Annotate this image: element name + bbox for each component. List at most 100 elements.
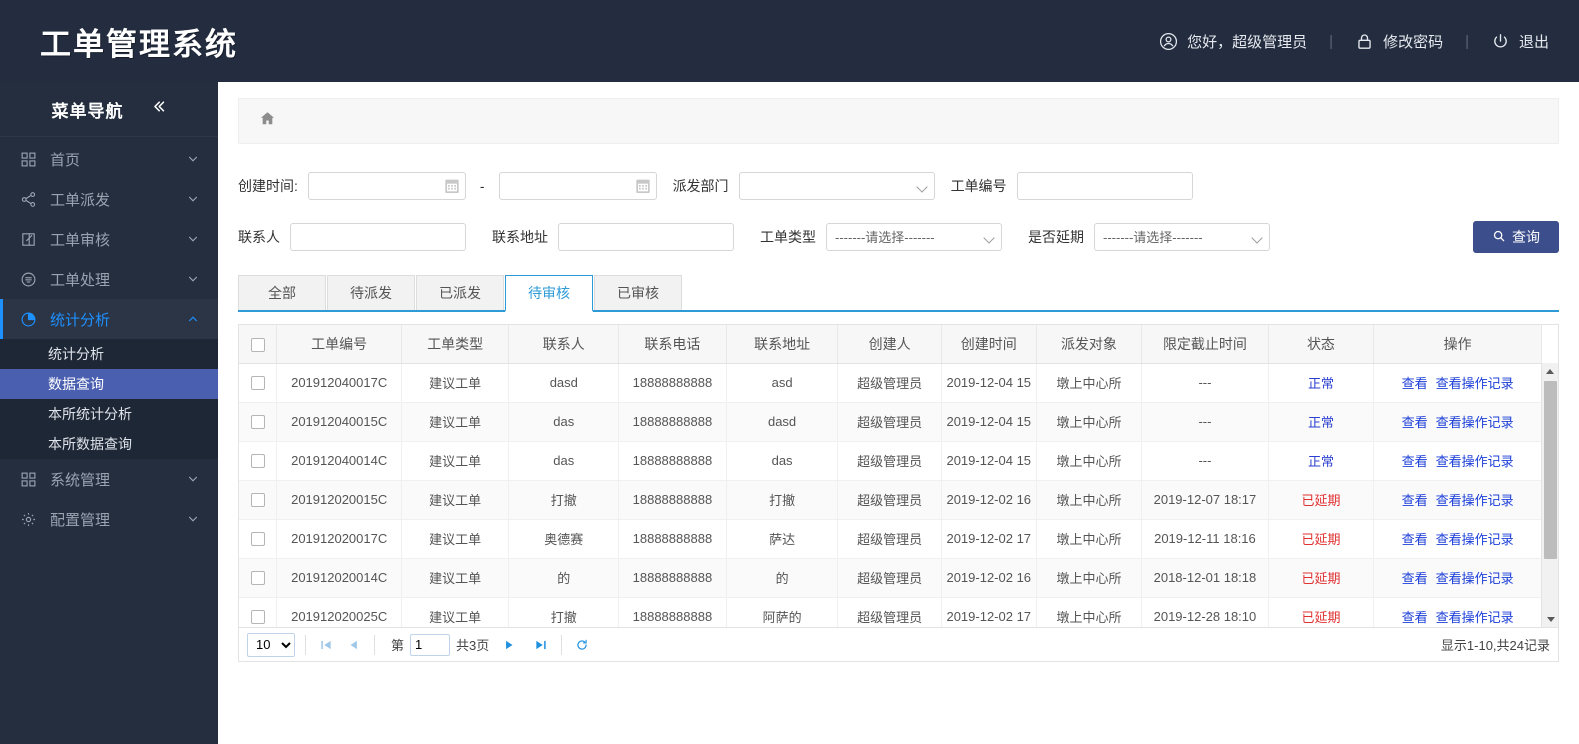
column-contact[interactable]: 联系人 [508, 325, 620, 364]
table-row[interactable]: 201912020017C 建议工单 奥德赛 18888888888 萨达 超级管理员 20… [239, 519, 1542, 559]
dispatch-dept-select[interactable] [738, 172, 935, 200]
column-deadline[interactable]: 限定截止时间 [1141, 325, 1269, 364]
scroll-down-icon[interactable] [1542, 611, 1558, 627]
sidebar-item-home[interactable]: 首页 [0, 139, 218, 179]
sidebar-subitem-data-query[interactable]: 数据查询 [0, 369, 218, 399]
view-log-link[interactable]: 查看操作记录 [1435, 454, 1514, 469]
cell-order-no: 201912040015C [276, 402, 402, 442]
view-link[interactable]: 查看 [1401, 376, 1428, 391]
cell-create-time: 2019-12-02 16 [941, 558, 1037, 598]
view-log-link[interactable]: 查看操作记录 [1435, 610, 1514, 625]
user-greeting[interactable]: 您好，超级管理员 [1159, 31, 1307, 52]
lock-icon [1355, 32, 1374, 51]
scroll-up-icon[interactable] [1542, 363, 1558, 379]
next-page-button[interactable] [499, 635, 519, 655]
row-select-cell [239, 402, 278, 442]
sidebar-item-config-management[interactable]: 配置管理 [0, 499, 218, 539]
table-row[interactable]: 201912020015C 建议工单 打撤 18888888888 打撤 超级管理员 201… [239, 480, 1542, 520]
tab-all[interactable]: 全部 [238, 275, 326, 310]
view-link[interactable]: 查看 [1401, 493, 1428, 508]
row-checkbox[interactable] [250, 571, 265, 586]
page-size-select[interactable]: 102050100 [247, 632, 295, 657]
create-time-end-input[interactable] [498, 172, 657, 200]
row-select-cell [239, 363, 278, 403]
sidebar-item-process[interactable]: 工单处理 [0, 259, 218, 299]
home-icon[interactable] [259, 110, 276, 132]
row-checkbox[interactable] [250, 532, 265, 547]
tab-audited[interactable]: 已审核 [594, 275, 682, 310]
row-checkbox[interactable] [250, 454, 265, 469]
column-create-time[interactable]: 创建时间 [941, 325, 1037, 364]
logout-button[interactable]: 退出 [1491, 31, 1549, 52]
row-checkbox[interactable] [250, 376, 265, 391]
column-creator[interactable]: 创建人 [837, 325, 942, 364]
share-icon [18, 189, 38, 209]
sidebar-item-dispatch[interactable]: 工单派发 [0, 179, 218, 219]
table-row[interactable]: 201912020014C 建议工单的 18888888888 的超级管理员 2019-… [239, 558, 1542, 598]
view-log-link[interactable]: 查看操作记录 [1435, 532, 1514, 547]
row-checkbox[interactable] [250, 415, 265, 430]
change-password-button[interactable]: 修改密码 [1355, 31, 1443, 52]
chevron-down-icon [186, 472, 200, 486]
view-link[interactable]: 查看 [1401, 610, 1428, 625]
select-all-checkbox[interactable] [250, 337, 265, 352]
column-address[interactable]: 联系地址 [726, 325, 839, 364]
sidebar-item-statistics[interactable]: 统计分析 [0, 299, 218, 339]
column-order-no[interactable]: 工单编号 [276, 325, 402, 364]
tab-dispatched[interactable]: 已派发 [416, 275, 504, 310]
sidebar-subitem-statistics[interactable]: 统计分析 [48, 346, 104, 362]
sidebar: 菜单导航 首页 [0, 82, 218, 744]
refresh-button[interactable] [572, 635, 592, 655]
last-page-button[interactable] [531, 635, 551, 655]
order-no-input[interactable] [1016, 172, 1193, 200]
column-phone[interactable]: 联系电话 [618, 325, 727, 364]
tab-pending-dispatch[interactable]: 待派发 [327, 275, 415, 310]
cell-operation: 查看 查看操作记录 [1373, 363, 1542, 403]
cell-order-no: 201912020017C [276, 519, 402, 559]
cell-address: 萨达 [726, 519, 839, 559]
row-checkbox[interactable] [250, 493, 265, 508]
page-number-input[interactable] [410, 633, 451, 656]
view-link[interactable]: 查看 [1401, 415, 1428, 430]
table-row[interactable]: 201912020025C 建议工单 打撤 18888888888 阿萨的 超级管理员 20… [239, 597, 1542, 627]
view-log-link[interactable]: 查看操作记录 [1435, 376, 1514, 391]
cell-status: 已延期 [1268, 480, 1375, 520]
order-type-select[interactable]: -------请选择------- [826, 223, 1002, 251]
view-log-link[interactable]: 查看操作记录 [1435, 571, 1514, 586]
delayed-select[interactable]: -------请选择------- [1094, 223, 1270, 251]
contact-input[interactable] [290, 223, 466, 251]
scrollbar-thumb[interactable] [1544, 381, 1557, 559]
column-order-type[interactable]: 工单类型 [401, 325, 510, 364]
tab-pending-audit[interactable]: 待审核 [505, 275, 593, 312]
sidebar-item-audit[interactable]: 工单审核 [0, 219, 218, 259]
cell-status: 已延期 [1268, 519, 1375, 559]
view-link[interactable]: 查看 [1401, 532, 1428, 547]
table-row[interactable]: 201912040014C 建议工单 das 18888888888 das 超级管理员 2… [239, 441, 1542, 481]
order-no-label: 工单编号 [950, 178, 1007, 194]
column-operation[interactable]: 操作 [1373, 325, 1542, 364]
row-select-cell [239, 558, 278, 598]
first-page-button[interactable] [316, 635, 336, 655]
pagination-divider-3 [561, 634, 563, 655]
view-link[interactable]: 查看 [1401, 571, 1428, 586]
create-time-start-input[interactable] [307, 172, 466, 200]
view-link[interactable]: 查看 [1401, 454, 1428, 469]
sidebar-collapse-icon[interactable] [150, 98, 167, 120]
sidebar-subitem-local-statistics[interactable]: 本所统计分析 [48, 406, 132, 422]
search-button[interactable]: 查询 [1473, 221, 1559, 253]
chevron-up-icon [186, 312, 200, 326]
table-row[interactable]: 201912040017C 建议工单 dasd 18888888888 asd 超级管理员… [239, 363, 1542, 403]
prev-page-button[interactable] [344, 635, 364, 655]
cell-deadline: 2019-12-07 18:17 [1141, 480, 1269, 520]
cell-operation: 查看 查看操作记录 [1373, 558, 1542, 598]
column-dispatch-target[interactable]: 派发对象 [1036, 325, 1143, 364]
column-status[interactable]: 状态 [1268, 325, 1375, 364]
view-log-link[interactable]: 查看操作记录 [1435, 415, 1514, 430]
row-checkbox[interactable] [250, 610, 265, 625]
sidebar-item-system-management[interactable]: 系统管理 [0, 459, 218, 499]
sidebar-subitem-local-data-query[interactable]: 本所数据查询 [48, 436, 132, 452]
view-log-link[interactable]: 查看操作记录 [1435, 493, 1514, 508]
table-row[interactable]: 201912040015C 建议工单 das 18888888888 dasd 超级管理员… [239, 402, 1542, 442]
address-input[interactable] [558, 223, 734, 251]
table-scrollbar[interactable] [1541, 363, 1558, 627]
